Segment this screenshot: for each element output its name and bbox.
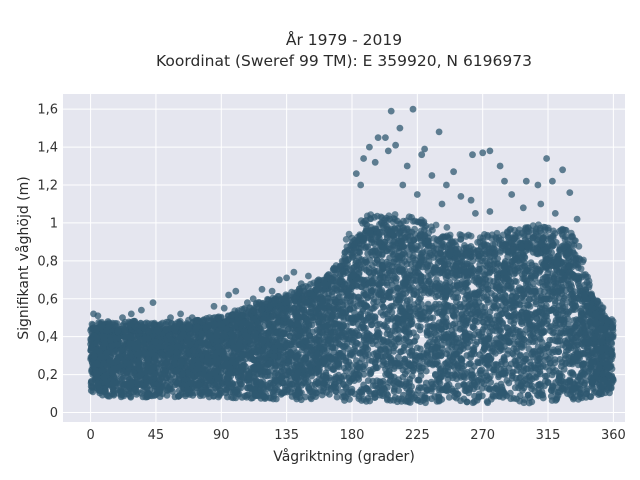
data-point xyxy=(445,394,453,401)
data-point xyxy=(405,305,413,313)
data-point xyxy=(532,265,539,273)
data-point xyxy=(527,332,535,340)
data-point xyxy=(539,275,547,282)
data-point xyxy=(452,324,460,332)
data-point xyxy=(449,331,457,339)
data-point xyxy=(371,314,379,321)
data-point xyxy=(287,341,294,349)
data-point xyxy=(364,377,372,384)
data-point xyxy=(390,365,398,372)
data-point xyxy=(429,314,437,322)
data-point xyxy=(484,299,492,306)
data-point xyxy=(548,387,555,394)
data-point xyxy=(434,309,441,317)
data-point xyxy=(417,345,424,353)
chart-subtitle: Koordinat (Sweref 99 TM): E 359920, N 61… xyxy=(156,52,532,70)
data-point xyxy=(567,344,575,352)
data-point xyxy=(533,356,541,364)
data-point xyxy=(489,393,497,400)
data-point xyxy=(506,389,514,397)
data-point xyxy=(512,278,520,285)
data-point xyxy=(491,368,498,376)
data-point xyxy=(436,366,444,373)
data-point xyxy=(444,371,452,379)
data-point xyxy=(395,360,403,368)
data-point xyxy=(562,348,570,355)
data-point xyxy=(423,329,431,336)
data-point xyxy=(349,348,357,356)
data-point xyxy=(172,378,179,385)
data-point xyxy=(474,359,482,367)
data-point xyxy=(123,369,131,377)
data-points xyxy=(87,105,617,407)
data-point xyxy=(609,331,617,339)
data-point xyxy=(564,315,571,322)
data-point xyxy=(475,268,483,275)
chart-title: År 1979 - 2019 xyxy=(286,30,402,49)
data-point xyxy=(564,277,572,285)
data-point xyxy=(478,302,485,310)
data-point xyxy=(424,323,432,330)
data-point xyxy=(383,323,390,331)
data-point xyxy=(438,373,446,380)
data-point xyxy=(556,337,564,345)
data-point xyxy=(384,391,392,399)
data-point xyxy=(432,370,439,378)
data-point xyxy=(424,273,432,281)
data-point xyxy=(573,322,581,330)
data-point xyxy=(380,304,387,311)
data-point xyxy=(501,277,508,285)
data-point xyxy=(538,338,546,346)
data-point xyxy=(493,271,501,278)
data-point xyxy=(386,377,394,384)
data-point xyxy=(401,370,409,378)
data-point xyxy=(453,279,461,287)
data-point xyxy=(403,384,410,392)
data-point xyxy=(416,326,424,334)
data-point xyxy=(547,327,554,335)
